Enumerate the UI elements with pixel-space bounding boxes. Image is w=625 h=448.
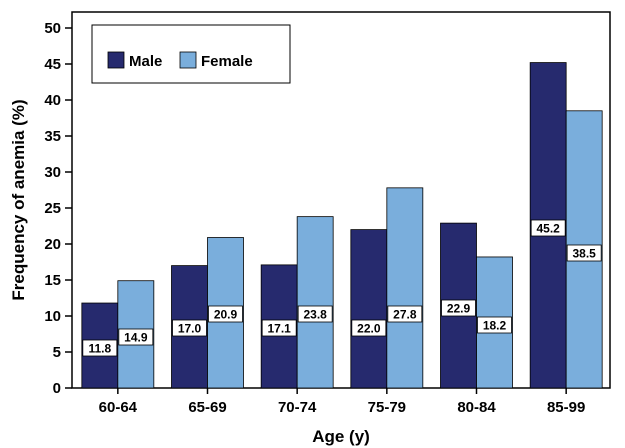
data-label-text: 23.8 — [303, 308, 327, 322]
data-label-text: 17.1 — [267, 322, 291, 336]
data-label-text: 20.9 — [214, 308, 238, 322]
legend: Male Female — [91, 24, 291, 84]
data-label-text: 22.9 — [447, 302, 471, 316]
x-tick-label: 65-69 — [188, 399, 226, 416]
data-label-box — [477, 316, 512, 334]
y-tick-label: 20 — [44, 236, 61, 253]
data-label-box — [208, 305, 243, 323]
y-tick-label: 5 — [53, 344, 61, 361]
data-label-text: 11.8 — [88, 342, 111, 356]
data-label-box — [297, 305, 333, 323]
data-label-male-75-79: 22.0 — [351, 319, 387, 337]
bar-female-70-74 — [296, 216, 334, 389]
data-label-box — [261, 319, 297, 337]
x-tick-label: 70-74 — [278, 399, 317, 416]
x-tick-label: 80-84 — [457, 399, 496, 416]
legend-label-female: Female — [201, 53, 253, 70]
y-tick-label: 35 — [44, 128, 61, 145]
legend-label-male: Male — [129, 53, 162, 70]
data-label-male-60-64: 11.8 — [82, 339, 118, 357]
data-label-box — [566, 244, 602, 262]
data-label-box — [351, 319, 387, 337]
data-label-text: 17.0 — [178, 322, 202, 336]
data-label-text: 38.5 — [572, 247, 596, 261]
data-label-female-65-69: 20.9 — [208, 305, 243, 323]
bar-female-75-79 — [386, 187, 424, 389]
data-label-text: 18.2 — [483, 319, 507, 333]
y-tick-label: 45 — [44, 56, 61, 73]
data-label-box — [530, 219, 566, 237]
y-tick-label: 25 — [44, 200, 61, 217]
data-label-female-80-84: 18.2 — [477, 316, 512, 334]
data-label-box — [441, 299, 476, 317]
data-label-male-65-69: 17.0 — [172, 319, 207, 337]
x-tick-label: 75-79 — [368, 399, 406, 416]
data-label-box — [118, 328, 154, 346]
y-axis: 0 5 10 15 20 25 30 35 40 45 50 — [44, 20, 72, 397]
legend-swatch-female — [179, 51, 197, 69]
data-label-female-75-79: 27.8 — [387, 305, 423, 323]
x-axis: 60-64 65-69 70-74 75-79 80-84 85-99 — [99, 388, 585, 416]
data-label-female-70-74: 23.8 — [297, 305, 333, 323]
x-tick-label: 85-99 — [547, 399, 585, 416]
x-axis-title: Age (y) — [312, 427, 370, 446]
y-tick-label: 40 — [44, 92, 61, 109]
y-tick-label: 0 — [53, 380, 61, 397]
data-label-male-85-99: 45.2 — [530, 219, 566, 237]
x-tick-label: 60-64 — [99, 399, 138, 416]
bar-male-75-79 — [350, 229, 388, 389]
y-tick-label: 50 — [44, 20, 61, 37]
data-label-box — [82, 339, 118, 357]
data-label-box — [387, 305, 423, 323]
data-label-text: 14.9 — [124, 331, 148, 345]
data-label-female-85-99: 38.5 — [566, 244, 602, 262]
data-label-box — [172, 319, 207, 337]
data-label-text: 22.0 — [357, 322, 381, 336]
y-tick-label: 15 — [44, 272, 61, 289]
data-label-text: 45.2 — [536, 222, 560, 236]
y-axis-title: Frequency of anemia (%) — [9, 99, 28, 300]
legend-swatch-male — [107, 51, 125, 69]
data-label-text: 27.8 — [393, 308, 417, 322]
y-tick-label: 10 — [44, 308, 61, 325]
data-label-female-60-64: 14.9 — [118, 328, 154, 346]
data-label-male-70-74: 17.1 — [261, 319, 297, 337]
bars: 11.8 14.9 17.0 20.9 17.1 23.8 22.0 27.8 22.9 18.2… — [81, 62, 603, 389]
data-label-male-80-84: 22.9 — [441, 299, 476, 317]
y-tick-label: 30 — [44, 164, 61, 181]
